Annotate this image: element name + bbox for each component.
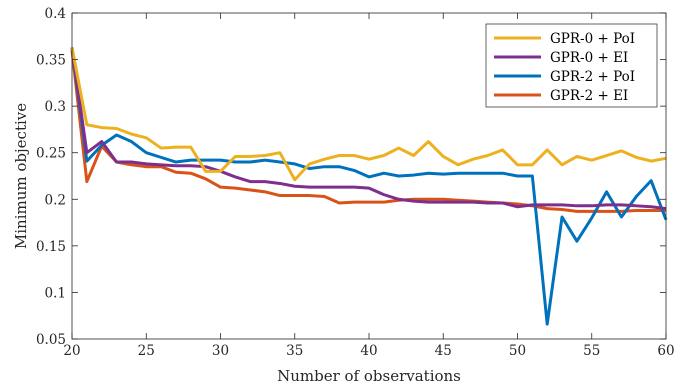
series-line-gpr-0-ei (70, 47, 667, 211)
y-tick-label: 0.1 (45, 285, 66, 301)
series-line-gpr-0-poi (70, 47, 667, 182)
y-tick-label: 0.3 (45, 99, 66, 115)
y-tick-label: 0.15 (36, 239, 66, 255)
legend-entry: GPR-0 + EI (550, 50, 628, 66)
y-tick-label: 0.25 (36, 146, 66, 162)
y-tick-label: 0.4 (45, 6, 66, 22)
x-tick-label: 55 (583, 343, 600, 359)
series-layer (70, 47, 668, 326)
legend-entry: GPR-2 + PoI (550, 69, 635, 85)
y-tick-label: 0.35 (36, 53, 66, 69)
x-tick-label: 60 (657, 343, 674, 359)
ticks-layer: 20 25 30 35 40 45 50 55 60 0.05 0.1 0.15 0.2 0.25 0.3 0… (36, 6, 675, 359)
x-tick-label: 45 (435, 343, 452, 359)
series-line-gpr-2-ei (70, 50, 666, 213)
legend-entry: GPR-0 + PoI (550, 31, 635, 47)
x-axis-title: Number of observations (277, 367, 461, 385)
y-axis-title: Minimum objective (12, 103, 30, 249)
legend-entry: GPR-2 + EI (550, 88, 628, 104)
series-line-gpr-2-poi (70, 47, 668, 326)
x-tick-label: 40 (360, 343, 377, 359)
y-tick-label: 0.2 (45, 192, 66, 208)
x-tick-label: 25 (138, 343, 155, 359)
x-tick-label: 20 (63, 343, 80, 359)
x-tick-label: 30 (212, 343, 229, 359)
legend: GPR-0 + PoI GPR-0 + EI GPR-2 + PoI GPR-2 + … (485, 23, 658, 108)
y-tick-label: 0.05 (36, 332, 66, 348)
x-tick-label: 50 (509, 343, 526, 359)
x-tick-label: 35 (286, 343, 303, 359)
